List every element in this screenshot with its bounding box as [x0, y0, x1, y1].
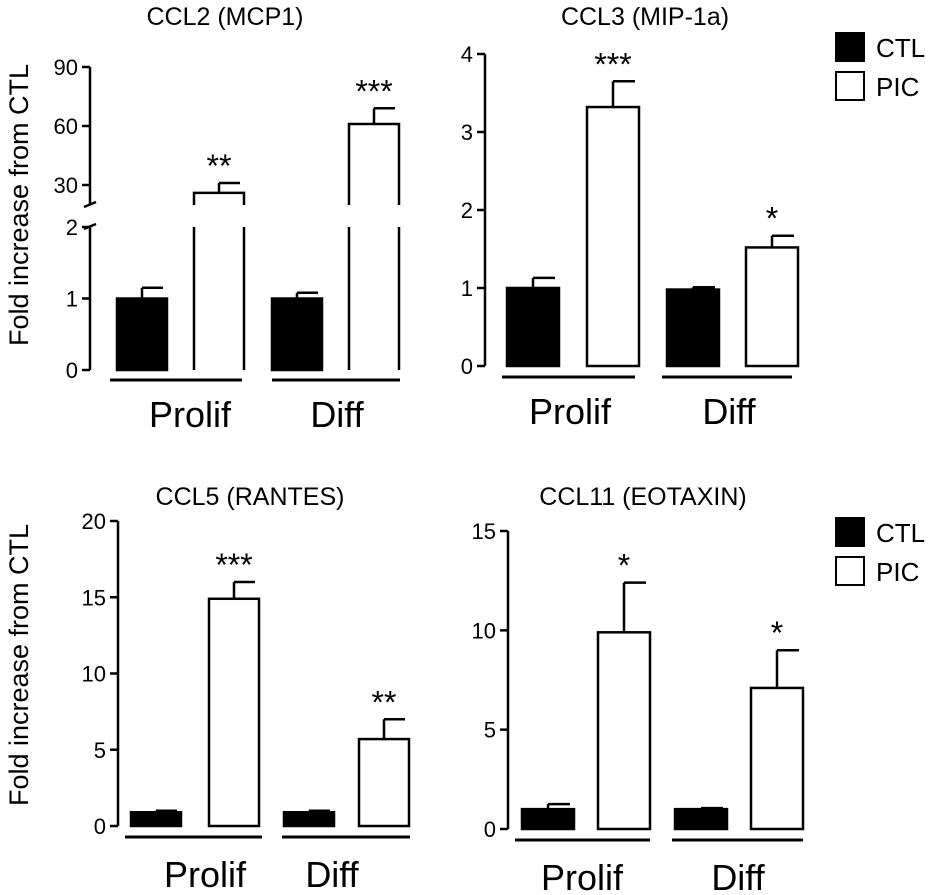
y-tick-label: 4	[461, 42, 473, 67]
bar-pic	[596, 631, 652, 831]
y-tick-label: 15	[82, 585, 106, 610]
legend-label-ctl: CTL	[876, 518, 925, 548]
legend-swatch-ctl	[835, 32, 865, 62]
chart-title: CCL2 (MCP1)	[147, 3, 304, 31]
chart-ccl11: CCL11 (EOTAXIN) 0 5 10 15 * * Prolif Diff	[472, 483, 805, 895]
bar-ctl	[665, 288, 721, 368]
bar-pic-upper	[192, 191, 246, 205]
group-label: Diff	[305, 854, 359, 895]
significance-label: ***	[594, 46, 631, 82]
y-tick-label: 30	[54, 173, 78, 198]
legend-label-pic: PIC	[876, 72, 919, 102]
legend-label-ctl: CTL	[876, 33, 925, 63]
y-tick-label: 5	[484, 718, 496, 743]
y-tick-label: 0	[94, 814, 106, 839]
bar-pic	[207, 597, 261, 828]
bar-ctl	[129, 811, 183, 828]
significance-label: **	[207, 148, 232, 184]
legend-swatch-ctl	[835, 517, 865, 547]
group-label: Diff	[702, 391, 756, 432]
group-label: Diff	[711, 857, 765, 895]
y-tick-label: 2	[461, 198, 473, 223]
chart-title: CCL11 (EOTAXIN)	[539, 483, 746, 511]
y-tick-label: 90	[54, 55, 78, 80]
bar-ctl	[115, 297, 169, 372]
y-tick-label: 10	[82, 662, 106, 687]
y-tick-label: 0	[461, 354, 473, 379]
chart-title: CCL5 (RANTES)	[156, 483, 345, 511]
significance-label: *	[618, 548, 630, 584]
legend-top: CTL PIC	[835, 32, 925, 102]
significance-label: *	[766, 201, 778, 237]
y-tick-label: 1	[461, 276, 473, 301]
bar-pic-upper	[347, 122, 401, 205]
group-label: Prolif	[164, 854, 247, 895]
legend-bottom: CTL PIC	[835, 517, 925, 587]
group-label: Prolif	[529, 391, 612, 432]
y-tick-label: 60	[54, 114, 78, 139]
y-axis-label-bottom: Fold increase from CTL	[4, 524, 34, 806]
y-tick-label: 15	[472, 519, 496, 544]
legend-swatch-pic	[835, 71, 865, 101]
bar-pic	[744, 246, 800, 368]
bar-ctl	[282, 811, 336, 828]
bar-pic-lower	[192, 227, 246, 370]
legend-swatch-pic	[835, 556, 865, 586]
significance-label: ***	[215, 547, 252, 583]
bar-pic	[585, 105, 641, 368]
bar-ctl	[520, 807, 576, 831]
group-label: Prolif	[149, 394, 232, 435]
group-label: Prolif	[541, 857, 624, 895]
bar-ctl	[270, 297, 324, 372]
bar-pic	[749, 686, 805, 831]
y-tick-label: 0	[484, 817, 496, 842]
bar-ctl	[505, 286, 561, 368]
bar-pic-lower	[347, 227, 401, 370]
bar-pic	[357, 737, 411, 828]
significance-label: ***	[355, 73, 392, 109]
significance-label: *	[771, 615, 783, 651]
chart-title: CCL3 (MIP-1a)	[561, 3, 729, 31]
y-tick-label: 20	[82, 509, 106, 534]
y-tick-label: 2	[66, 215, 78, 240]
y-tick-label: 3	[461, 120, 473, 145]
legend-label-pic: PIC	[876, 557, 919, 587]
y-tick-label: 10	[472, 618, 496, 643]
significance-label: **	[372, 684, 397, 720]
y-tick-label: 0	[66, 358, 78, 383]
y-tick-label: 1	[66, 287, 78, 312]
axis-break-mark	[83, 200, 97, 209]
y-axis-label-top: Fold increase from CTL	[4, 64, 34, 346]
y-tick-label: 5	[94, 738, 106, 763]
bar-ctl	[673, 807, 729, 831]
group-label: Diff	[310, 394, 364, 435]
